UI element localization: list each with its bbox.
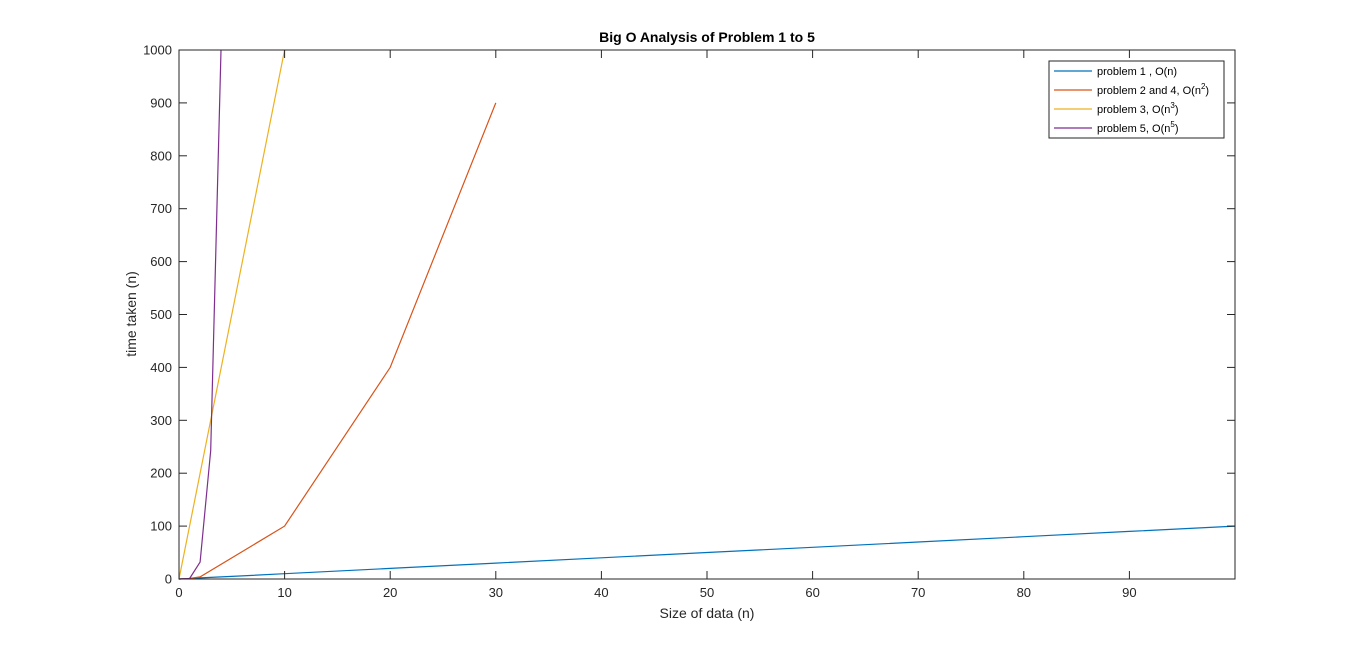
- legend-entry: problem 1 , O(n): [1097, 66, 1177, 78]
- x-tick-label: 40: [594, 585, 608, 600]
- y-tick-label: 1000: [143, 43, 172, 58]
- series-line-3: [178, 49, 286, 580]
- series-line-1: [178, 525, 1236, 580]
- legend: problem 1 , O(n) problem 2 and 4, O(n2) pr…: [1048, 60, 1225, 139]
- legend-entry: problem 5, O(n5): [1097, 120, 1179, 135]
- axis-ticks: 0 10 20 30 40 50 60 70 80 90010020030040050060070…: [143, 43, 1235, 600]
- legend-box: [1048, 60, 1225, 139]
- y-tick-label: 600: [150, 254, 172, 269]
- x-tick-label: 50: [700, 585, 714, 600]
- y-tick-label: 700: [150, 201, 172, 216]
- x-tick-label: 60: [805, 585, 819, 600]
- y-tick-label: 200: [150, 466, 172, 481]
- x-tick-label: 90: [1122, 585, 1136, 600]
- legend-entry: problem 2 and 4, O(n2): [1097, 82, 1209, 97]
- y-axis-label: time taken (n): [123, 271, 139, 357]
- y-tick-label: 900: [150, 95, 172, 110]
- y-tick-label: 800: [150, 148, 172, 163]
- legend-entry: problem 3, O(n3): [1097, 101, 1179, 116]
- y-tick-label: 500: [150, 307, 172, 322]
- chart-title: Big O Analysis of Problem 1 to 5: [599, 29, 815, 45]
- y-tick-label: 0: [165, 572, 172, 587]
- x-axis-label: Size of data (n): [660, 605, 755, 621]
- x-tick-label: 0: [175, 585, 182, 600]
- x-tick-label: 20: [383, 585, 397, 600]
- y-tick-label: 300: [150, 413, 172, 428]
- y-tick-label: 400: [150, 360, 172, 375]
- x-tick-label: 80: [1017, 585, 1031, 600]
- x-tick-label: 30: [489, 585, 503, 600]
- x-tick-label: 70: [911, 585, 925, 600]
- x-tick-label: 10: [277, 585, 291, 600]
- y-tick-label: 100: [150, 519, 172, 534]
